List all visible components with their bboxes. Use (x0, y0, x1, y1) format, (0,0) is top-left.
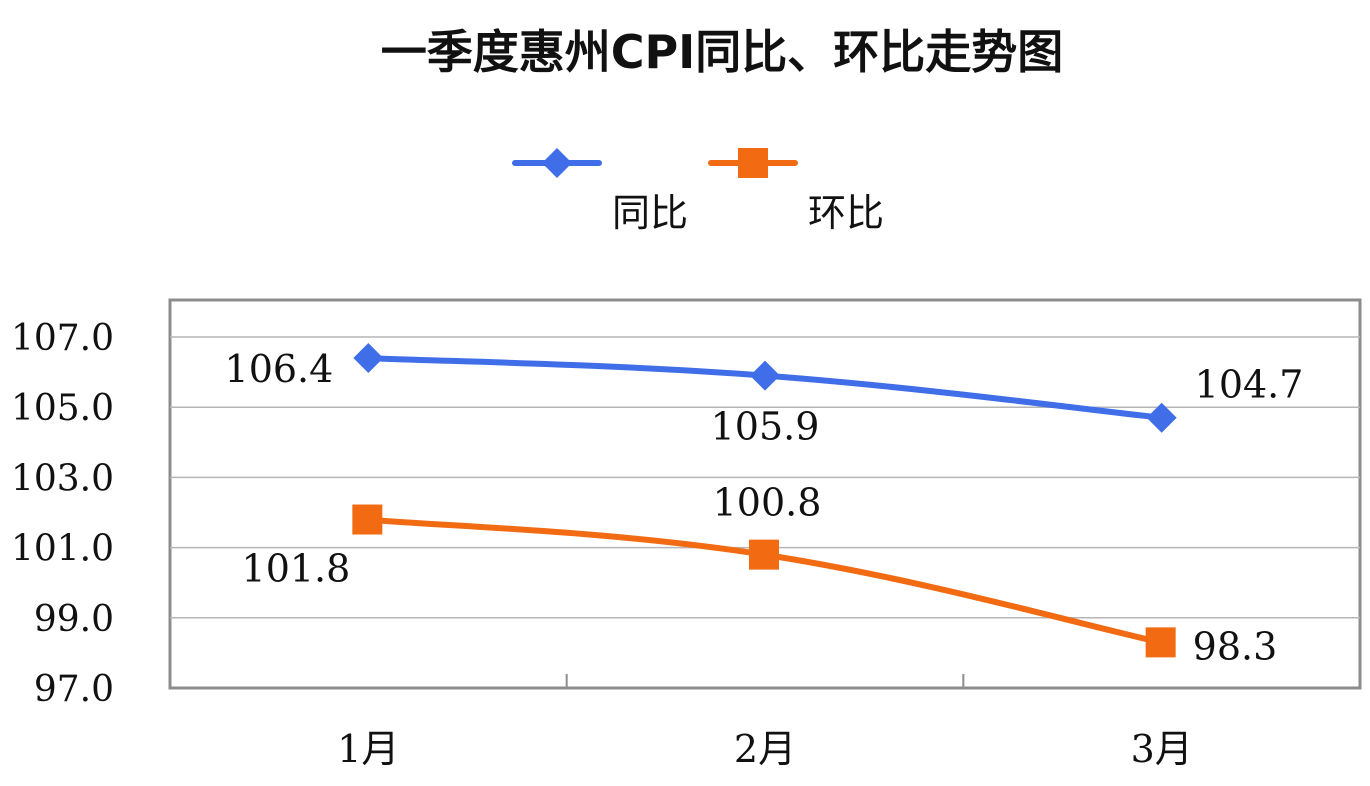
series-layer: 106.4 105.9 104.7 101.8 100.8 98.3 (225, 343, 1304, 669)
y-tick-label: 103.0 (11, 458, 114, 499)
data-point-diamond (353, 343, 384, 374)
data-label: 101.8 (242, 547, 351, 591)
series-mom: 101.8 100.8 98.3 (242, 481, 1278, 669)
data-point-diamond (542, 148, 572, 178)
chart-title: 一季度惠州CPI同比、环比走势图 (381, 25, 1064, 79)
data-point-diamond (750, 360, 780, 391)
data-point-square (1145, 627, 1176, 658)
legend-item-mom: 环比 (708, 148, 884, 235)
data-label: 100.8 (713, 481, 822, 525)
data-point-square (749, 539, 779, 570)
y-axis: 97.0 99.0 101.0 103.0 105.0 107.0 (11, 318, 114, 710)
data-point-square (738, 148, 768, 178)
data-label: 106.4 (225, 347, 334, 391)
legend: 同比 环比 (512, 148, 884, 235)
legend-label: 环比 (808, 191, 884, 235)
data-label: 105.9 (711, 405, 820, 449)
y-tick-label: 99.0 (34, 599, 114, 640)
data-label: 98.3 (1193, 624, 1278, 668)
x-category-label: 1月 (337, 727, 399, 771)
x-category-label: 2月 (734, 727, 796, 771)
y-tick-label: 101.0 (11, 529, 114, 570)
data-label: 104.7 (1195, 363, 1304, 407)
data-point-diamond (1146, 402, 1177, 433)
x-category-label: 3月 (1131, 727, 1193, 771)
y-tick-label: 107.0 (11, 318, 114, 359)
legend-item-yoy: 同比 (512, 148, 688, 235)
series-yoy: 106.4 105.9 104.7 (225, 343, 1304, 449)
data-point-square (352, 504, 383, 535)
x-axis: 1月 2月 3月 (337, 674, 1193, 771)
y-tick-label: 97.0 (34, 669, 114, 710)
y-tick-label: 105.0 (11, 388, 114, 429)
legend-label: 同比 (612, 191, 688, 235)
